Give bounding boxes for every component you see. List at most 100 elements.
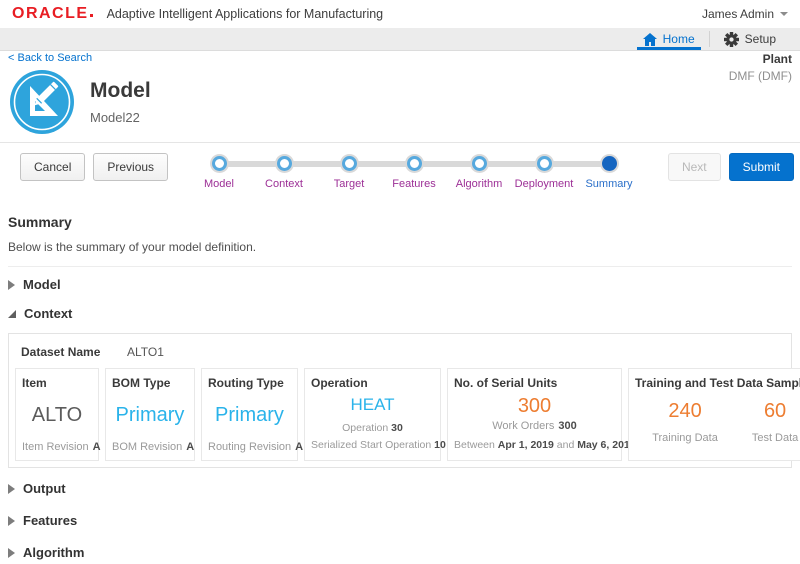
training-data-block: 240 Training Data	[652, 400, 718, 444]
item-revision-value: A	[92, 441, 101, 453]
tab-divider	[708, 31, 710, 47]
section-algorithm[interactable]: Algorithm	[8, 532, 792, 564]
user-name: James Admin	[701, 7, 774, 21]
context-cards: Item ALTO Item Revision A BOM Type Primar…	[15, 368, 800, 461]
section-features-label: Features	[23, 513, 78, 528]
between-label: Between	[454, 438, 495, 451]
operation-number-value: 30	[391, 422, 403, 435]
training-data-value: 240	[668, 399, 702, 422]
step-dot	[341, 156, 357, 171]
routing-type-card: Routing Type Primary Routing Revision A	[201, 368, 303, 461]
step-dot	[406, 156, 422, 171]
routing-type-value: Primary	[215, 404, 284, 426]
next-button[interactable]: Next	[667, 153, 721, 181]
wizard-toolbar: Cancel Previous Model Context Target	[0, 142, 800, 204]
stepper-step-summary[interactable]: Summary	[579, 156, 639, 190]
wizard-stepper: Model Context Target Features Algorithm	[168, 153, 660, 190]
test-data-label: Test Data	[751, 431, 799, 444]
section-context[interactable]: Context	[8, 296, 792, 325]
step-dot	[536, 156, 552, 171]
oracle-logo: ORACLE	[12, 5, 89, 22]
oracle-trademark-icon	[89, 14, 93, 17]
plant-label: Plant	[762, 52, 792, 66]
submit-button[interactable]: Submit	[728, 153, 794, 181]
section-output-label: Output	[23, 481, 66, 496]
previous-button[interactable]: Previous	[93, 153, 169, 181]
step-dot	[276, 156, 292, 171]
expanded-arrow-icon	[8, 309, 16, 318]
serialized-start-value: 10	[434, 438, 446, 451]
operation-number-label: Operation	[342, 422, 389, 435]
section-features[interactable]: Features	[8, 500, 792, 532]
training-data-label: Training Data	[652, 431, 718, 444]
item-revision-label: Item Revision	[22, 441, 89, 453]
cancel-button[interactable]: Cancel	[20, 153, 86, 181]
section-model-label: Model	[23, 277, 61, 292]
bom-revision-value: A	[186, 441, 195, 453]
item-card: Item ALTO Item Revision A	[15, 368, 101, 461]
plant-info: Plant DMF (DMF)	[729, 52, 792, 83]
section-model[interactable]: Model	[8, 267, 792, 296]
and-label: and	[556, 438, 575, 451]
samples-card: Training and Test Data Samples 240 Train…	[628, 368, 800, 461]
tab-home[interactable]: Home	[629, 28, 709, 50]
routing-revision-value: A	[295, 441, 304, 453]
serialized-start-label: Serialized Start Operation	[311, 438, 432, 451]
stepper-step-features[interactable]: Features	[384, 156, 444, 190]
page-subtitle: Model22	[90, 110, 140, 125]
step-dot-current	[601, 156, 617, 171]
page-titles: Model Model22	[90, 70, 151, 134]
summary-heading: Summary	[8, 214, 72, 230]
summary-description: Below is the summary of your model defin…	[8, 240, 792, 267]
model-edit-icon	[10, 70, 74, 134]
chevron-down-icon	[780, 12, 788, 16]
main-nav: Home Setup	[0, 28, 800, 51]
step-dot	[471, 156, 487, 171]
bom-revision-label: BOM Revision	[112, 441, 183, 453]
stepper-step-algorithm[interactable]: Algorithm	[449, 156, 509, 190]
test-data-value: 60	[763, 399, 787, 422]
tab-setup-label: Setup	[744, 32, 776, 46]
stepper-step-context[interactable]: Context	[254, 156, 314, 190]
dataset-name-label: Dataset Name	[21, 345, 101, 359]
page-header: Model Model22	[10, 70, 151, 134]
date-from: Apr 1, 2019	[497, 438, 554, 451]
serial-units-card: No. of Serial Units 300 Work Orders 300 B…	[447, 368, 636, 461]
date-to: May 6, 2019	[577, 438, 636, 451]
stepper-step-target[interactable]: Target	[319, 156, 379, 190]
item-value: ALTO	[31, 404, 83, 426]
top-header: ORACLE Adaptive Intelligent Applications…	[0, 0, 800, 28]
section-output[interactable]: Output	[8, 468, 792, 500]
tab-setup[interactable]: Setup	[710, 28, 790, 50]
work-orders-value: 300	[558, 419, 577, 432]
item-card-title: Item	[22, 376, 47, 390]
section-context-label: Context	[24, 306, 73, 321]
step-dot	[211, 156, 227, 171]
operation-card-title: Operation	[311, 376, 368, 390]
gear-icon	[723, 31, 739, 47]
user-menu[interactable]: James Admin	[702, 7, 788, 21]
context-panel: Dataset Name ALTO1 Item ALTO Item Revisi…	[8, 333, 800, 468]
bom-type-card: BOM Type Primary BOM Revision A	[105, 368, 195, 461]
dataset-name-value: ALTO1	[127, 345, 164, 359]
work-orders-label: Work Orders	[492, 419, 555, 432]
samples-card-title: Training and Test Data Samples	[635, 376, 800, 390]
routing-card-title: Routing Type	[208, 376, 284, 390]
stepper-step-model[interactable]: Model	[189, 156, 249, 190]
home-icon	[642, 32, 657, 46]
collapsed-arrow-icon	[8, 515, 15, 526]
toolbar-left-buttons: Cancel Previous	[20, 153, 169, 181]
summary-content: Summary Below is the summary of your mod…	[8, 212, 800, 564]
section-algorithm-label: Algorithm	[23, 545, 85, 560]
serial-units-title: No. of Serial Units	[454, 376, 558, 390]
bom-type-value: Primary	[115, 404, 185, 426]
stepper-step-deployment[interactable]: Deployment	[514, 156, 574, 190]
tab-home-label: Home	[662, 32, 695, 46]
serial-units-value: 300	[517, 394, 552, 417]
collapsed-arrow-icon	[8, 279, 15, 290]
dataset-name-row: Dataset Name ALTO1	[15, 340, 785, 368]
collapsed-arrow-icon	[8, 547, 15, 558]
plant-value: DMF (DMF)	[728, 69, 792, 83]
operation-value: HEAT	[350, 395, 395, 415]
back-to-search-link[interactable]: < Back to Search	[8, 52, 93, 64]
